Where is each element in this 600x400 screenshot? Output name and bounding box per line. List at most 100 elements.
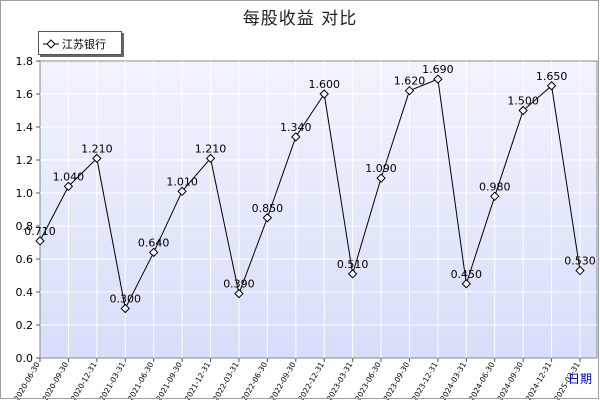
x-tick-label: 2024-06-30 (467, 360, 497, 400)
data-label: 0.450 (451, 268, 483, 281)
y-tick-label: 0.0 (16, 352, 34, 365)
data-point-marker (234, 288, 244, 299)
series-segment (409, 78, 439, 92)
x-tick-label: 2024-09-30 (495, 360, 525, 400)
data-label: 0.530 (564, 255, 596, 268)
y-tick-label: 0.2 (16, 319, 34, 332)
legend-marker-icon (43, 39, 59, 49)
data-point-marker (205, 153, 216, 164)
data-label: 1.650 (536, 70, 568, 83)
x-tick-label: 2022-03-31 (211, 360, 241, 400)
data-label: 1.500 (507, 95, 539, 108)
x-tick-label: 2021-09-30 (154, 360, 184, 400)
series-segment (210, 158, 240, 294)
x-tick-label: 2021-12-31 (183, 360, 213, 400)
data-label: 0.980 (479, 180, 511, 193)
series-segment (437, 79, 467, 284)
legend: 江苏银行 (38, 31, 122, 55)
x-axis-title: 日期 (568, 372, 592, 386)
x-tick-label: 2024-03-31 (438, 360, 468, 400)
data-point-marker (35, 236, 45, 246)
data-label: 0.510 (337, 258, 369, 271)
y-axis: 0.0 0.2 0.4 0.6 0.8 1.0 1.2 1.4 1.6 1.8 (16, 55, 40, 365)
series-segment (352, 178, 382, 274)
y-tick-label: 0.4 (16, 286, 34, 299)
x-tick-label: 2020-12-31 (69, 360, 99, 400)
data-label: 1.010 (166, 175, 198, 188)
series-segment (181, 158, 211, 192)
data-point-marker (148, 247, 159, 258)
data-point-marker (120, 303, 130, 314)
y-tick-label: 1.8 (16, 55, 34, 68)
data-point-marker (376, 173, 386, 183)
grid-layer (40, 61, 597, 358)
x-tick-label: 2021-03-31 (97, 360, 127, 400)
data-point-marker (546, 81, 557, 91)
data-label: 0.640 (138, 236, 170, 249)
y-tick-label: 1.6 (16, 88, 34, 101)
x-tick-label: 2024-12-31 (524, 360, 554, 400)
data-point-marker (490, 191, 500, 202)
x-tick-label: 2023-06-30 (353, 360, 383, 400)
chart-title: 每股收益 对比 (242, 9, 358, 29)
series-segment (39, 186, 69, 242)
data-label: 0.850 (252, 202, 284, 215)
plot-area (39, 60, 598, 359)
series-segment (295, 93, 325, 138)
data-label: 1.620 (394, 75, 426, 88)
x-tick-label: 2020-06-30 (12, 360, 42, 400)
data-point-marker (63, 181, 74, 192)
series-line-layer (39, 78, 581, 309)
y-tick-label: 1.0 (16, 187, 34, 200)
data-label: 0.710 (24, 225, 56, 238)
series-segment (551, 85, 581, 271)
series-segment (238, 217, 268, 294)
y-tick-label: 1.2 (16, 154, 34, 167)
x-tick-label: 2021-06-30 (126, 360, 156, 400)
series-segment (153, 191, 183, 253)
x-tick-label: 2023-12-31 (410, 360, 440, 400)
data-point-marker (404, 85, 415, 96)
series-segment (380, 90, 410, 179)
data-label: 1.090 (365, 162, 397, 175)
data-label: 0.300 (110, 293, 142, 306)
series-segment (465, 196, 496, 284)
x-tick-label: 2022-12-31 (296, 360, 326, 400)
data-point-marker (92, 153, 102, 164)
legend-series-name: 江苏银行 (62, 38, 106, 51)
series-segment (266, 136, 297, 218)
data-label-layer: 0.710 1.040 1.210 0.300 0.640 1.010 1.210 0.390… (24, 63, 596, 305)
x-tick-label: 2020-09-30 (41, 360, 71, 400)
data-point-marker (461, 279, 472, 289)
y-tick-label: 1.4 (16, 121, 34, 134)
y-tick-label: 0.6 (16, 253, 34, 266)
series-segment (323, 93, 354, 274)
x-tick-label: 2022-06-30 (240, 360, 270, 400)
y-tick-label: 0.8 (16, 220, 34, 233)
x-tick-label: 2023-09-30 (382, 360, 412, 400)
data-label: 1.690 (422, 63, 454, 76)
data-label: 1.210 (195, 142, 227, 155)
series-segment (68, 157, 98, 187)
data-point-marker (319, 89, 329, 99)
data-label: 1.340 (280, 121, 312, 134)
data-point-marker (177, 186, 187, 197)
x-tick-label: 2022-09-30 (268, 360, 298, 400)
data-label: 0.390 (223, 278, 255, 291)
marker-layer (35, 74, 585, 314)
data-point-marker (433, 74, 443, 84)
series-segment (494, 110, 524, 197)
data-point-marker (347, 269, 358, 279)
data-label: 1.600 (308, 78, 340, 91)
data-point-marker (291, 132, 301, 142)
x-axis: 2020-06-302020-09-302020-12-312021-03-31… (12, 358, 582, 400)
data-point-marker (575, 265, 585, 276)
data-label: 1.210 (81, 142, 113, 155)
x-tick-label: 2023-03-31 (325, 360, 355, 400)
data-point-marker (518, 105, 528, 116)
series-segment (124, 252, 155, 309)
series-segment (96, 158, 126, 309)
data-point-marker (262, 213, 273, 223)
